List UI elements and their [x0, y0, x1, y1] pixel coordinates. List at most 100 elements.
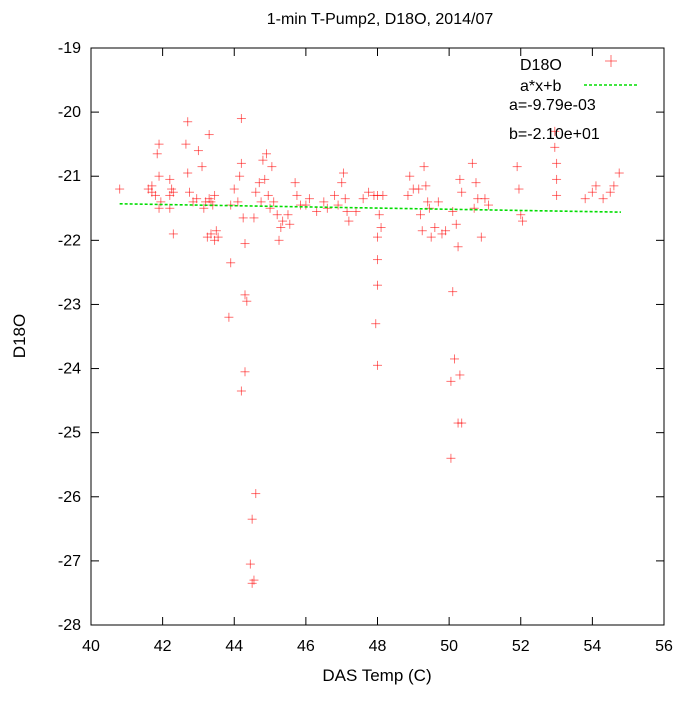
- y-tick-label: -24: [58, 361, 81, 378]
- data-point: [426, 232, 436, 242]
- data-point: [184, 187, 194, 197]
- data-point: [229, 184, 239, 194]
- data-point: [451, 219, 461, 229]
- data-point: [373, 232, 382, 242]
- data-point: [235, 171, 245, 181]
- data-point: [364, 187, 374, 197]
- data-point: [168, 229, 178, 239]
- data-point: [467, 158, 477, 168]
- x-tick-label: 42: [154, 638, 172, 655]
- y-tick-label: -21: [58, 168, 81, 185]
- data-point: [210, 190, 220, 200]
- data-point: [333, 200, 343, 210]
- data-point: [290, 178, 300, 188]
- data-point: [304, 194, 314, 204]
- data-point: [233, 197, 243, 207]
- annotation-b: b=-2.10e+01: [509, 126, 600, 143]
- data-point: [373, 360, 382, 370]
- data-point: [476, 232, 486, 242]
- y-tick-label: -28: [58, 617, 81, 634]
- data-point: [415, 210, 425, 220]
- data-point: [211, 226, 221, 236]
- data-point: [152, 149, 162, 159]
- data-point: [301, 200, 311, 210]
- data-point: [471, 178, 481, 188]
- data-point: [598, 194, 608, 204]
- data-point: [168, 187, 178, 197]
- x-tick-label: 52: [512, 638, 530, 655]
- data-point: [238, 213, 248, 223]
- data-point: [614, 168, 624, 178]
- data-point: [457, 187, 467, 197]
- chart-title: 1-min T-Pump2, D18O, 2014/07: [267, 11, 494, 28]
- y-tick-label: -27: [58, 553, 81, 570]
- data-point: [274, 235, 284, 245]
- data-point: [449, 354, 459, 364]
- data-point: [446, 376, 456, 386]
- data-point: [374, 210, 384, 220]
- data-point: [430, 223, 440, 233]
- data-point: [337, 178, 347, 188]
- data-point: [342, 206, 352, 216]
- data-point: [261, 149, 271, 159]
- legend-scatter-label: D18O: [520, 57, 562, 74]
- x-tick-label: 48: [369, 638, 387, 655]
- data-point: [403, 190, 413, 200]
- data-point: [115, 184, 125, 194]
- x-tick-label: 56: [655, 638, 673, 655]
- data-point: [249, 213, 259, 223]
- y-tick-label: -20: [58, 104, 81, 121]
- data-point: [518, 216, 528, 226]
- data-point: [448, 206, 458, 216]
- data-point: [256, 197, 266, 207]
- y-tick-label: -25: [58, 425, 81, 442]
- data-point: [330, 190, 340, 200]
- data-point: [550, 126, 560, 136]
- data-point: [516, 210, 526, 220]
- data-point: [276, 223, 286, 233]
- data-point: [192, 194, 202, 204]
- data-point: [197, 162, 207, 172]
- data-point: [260, 174, 270, 184]
- data-point: [236, 386, 246, 396]
- x-tick-label: 50: [440, 638, 458, 655]
- data-point: [236, 114, 246, 124]
- data-point: [226, 258, 236, 268]
- data-point: [433, 197, 443, 207]
- data-point: [455, 370, 465, 380]
- data-point: [285, 219, 295, 229]
- data-point: [183, 168, 193, 178]
- x-tick-label: 46: [297, 638, 315, 655]
- data-point: [251, 489, 261, 499]
- data-point: [269, 197, 279, 207]
- legend-fit-label: a*x+b: [520, 78, 561, 95]
- data-point: [591, 181, 601, 191]
- data-point: [605, 187, 615, 197]
- data-point: [312, 206, 322, 216]
- data-point: [251, 187, 261, 197]
- data-point: [249, 575, 259, 585]
- data-point: [419, 162, 429, 172]
- data-point: [319, 197, 329, 207]
- data-point: [154, 203, 164, 213]
- data-point: [469, 203, 479, 213]
- data-point: [405, 171, 415, 181]
- data-point: [240, 239, 250, 249]
- data-point: [283, 210, 293, 220]
- data-point: [580, 194, 590, 204]
- data-point: [245, 559, 255, 569]
- data-point: [378, 190, 388, 200]
- data-points: [115, 114, 624, 588]
- data-point: [278, 216, 288, 226]
- data-point: [455, 174, 465, 184]
- data-point: [240, 367, 250, 377]
- y-tick-label: -19: [58, 40, 81, 57]
- data-point: [242, 296, 252, 306]
- data-point: [338, 168, 348, 178]
- data-point: [414, 184, 424, 194]
- data-point: [423, 197, 433, 207]
- legend: D18O a*x+b a=-9.79e-03 b=-2.10e+01: [509, 55, 638, 143]
- data-point: [213, 232, 223, 242]
